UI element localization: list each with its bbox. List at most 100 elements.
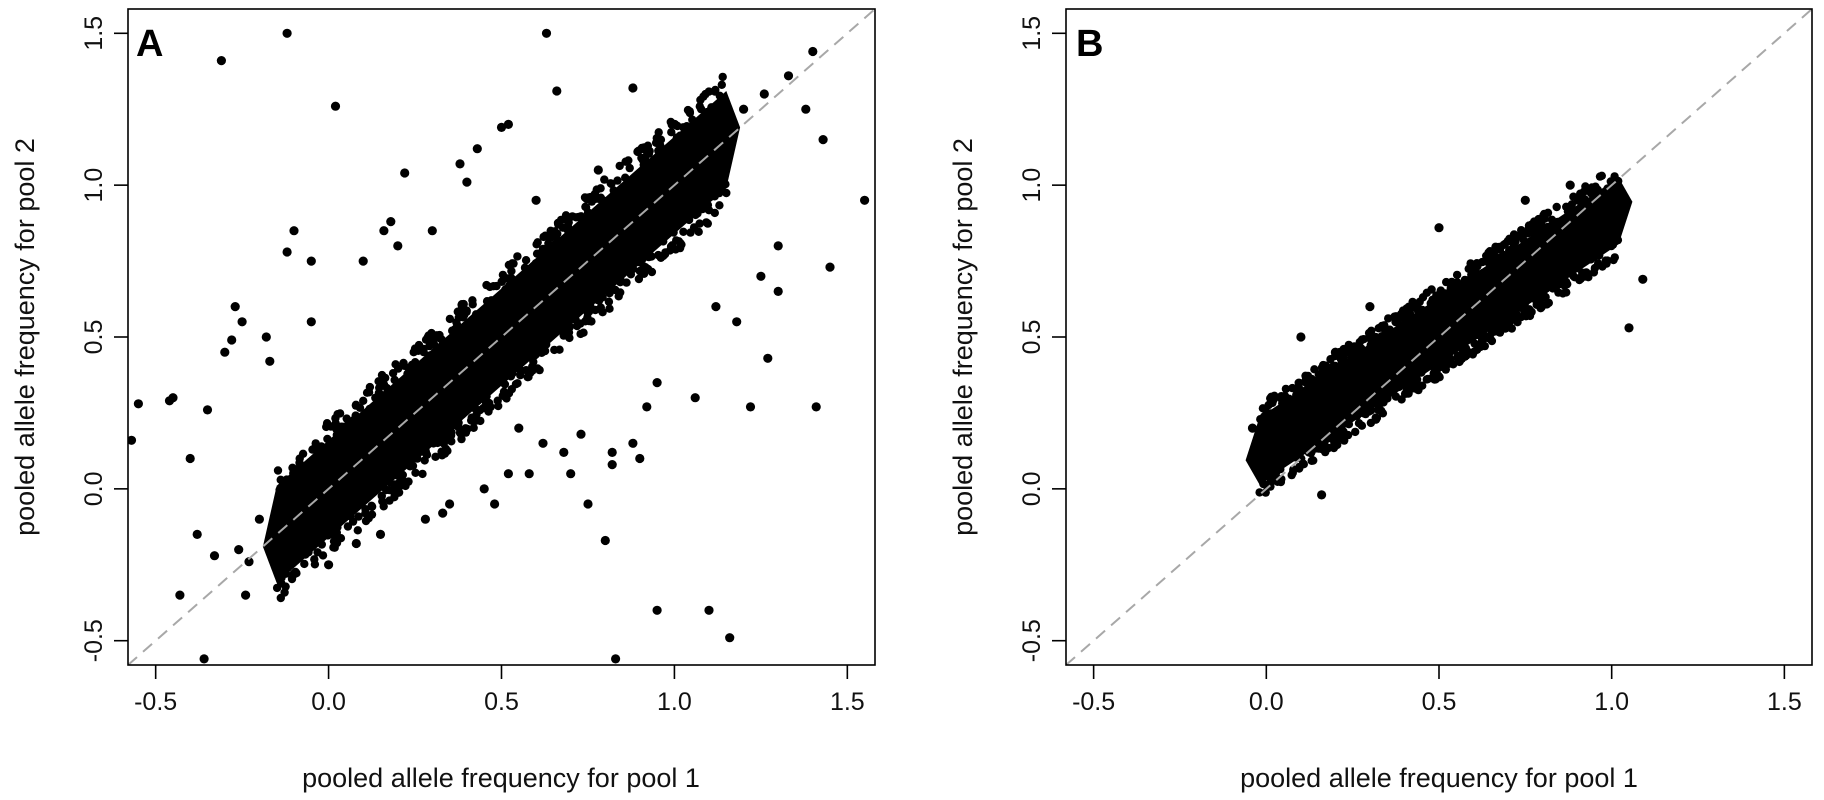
panel-b-band-edge-point xyxy=(1269,468,1278,478)
panel-a-band-edge-point xyxy=(625,163,634,173)
panel-a-scatter-point xyxy=(611,654,621,664)
panel-b-x-tick-label: 1.5 xyxy=(1767,688,1802,716)
panel-a-band-edge-point xyxy=(347,507,356,517)
panel-b-x-tick-label: -0.5 xyxy=(1072,688,1115,716)
panel-b-band-edge-point xyxy=(1532,300,1541,309)
panel-a-scatter-point xyxy=(818,135,828,145)
panel-a-band-edge-point xyxy=(693,204,702,214)
panel-b-band-edge-point xyxy=(1278,399,1287,408)
panel-a-scatter-point xyxy=(455,159,465,169)
panel-a-scatter-point xyxy=(763,353,773,363)
panel-b-y-axis-title: pooled allele frequency for pool 2 xyxy=(948,138,978,536)
panel-a-band-edge-point xyxy=(409,348,418,357)
panel-a-scatter-point xyxy=(628,438,638,448)
panel-a-band-edge-point xyxy=(424,331,433,340)
panel-b-band-edge-point xyxy=(1310,365,1319,374)
panel-a-band-edge-point xyxy=(721,180,730,189)
panel-b-band-edge-point xyxy=(1380,321,1389,330)
panel-a-scatter-point xyxy=(202,405,213,415)
panel-a-band-edge-point xyxy=(437,447,446,456)
panel-a-scatter-point xyxy=(438,508,448,518)
panel-a-band-edge-point xyxy=(555,345,564,354)
panel-a-band-edge-point xyxy=(272,583,282,593)
panel-b-band-edge-point xyxy=(1402,389,1412,398)
panel-a-band-edge-point xyxy=(616,278,625,287)
panel-b-band-edge-point xyxy=(1452,270,1462,280)
panel-a-band-edge-point xyxy=(431,452,440,461)
panel-b-band-edge-point xyxy=(1520,299,1530,308)
panel-b-band-edge-point xyxy=(1357,335,1367,344)
panel-b-band-edge-point xyxy=(1423,305,1432,315)
panel-b-band-edge-point xyxy=(1441,365,1451,374)
panel-a-band-edge-point xyxy=(659,237,668,246)
panel-a-band-edge-point xyxy=(411,358,420,367)
panel-a-band-edge-point xyxy=(507,266,516,276)
panel-b-scatter-point xyxy=(1638,274,1648,284)
panel-a-scatter-point xyxy=(773,286,783,296)
panel-a-band-edge-point xyxy=(621,173,630,182)
panel-a-band-edge-point xyxy=(531,259,540,268)
panel-a-band-edge-point xyxy=(672,236,681,245)
panel-b-band-edge-point xyxy=(1442,277,1451,287)
panel-b-band-edge-point xyxy=(1404,302,1413,311)
panel-a-band-edge-point xyxy=(563,321,572,330)
panel-a-band-edge-point xyxy=(323,434,332,444)
panel-a-scatter-point xyxy=(386,217,396,227)
panel-a-x-tick-label: 1.5 xyxy=(830,688,865,716)
panel-a-band-edge-point xyxy=(634,274,644,284)
panel-a-band-edge-point xyxy=(482,280,491,290)
panel-b-band-edge-point xyxy=(1560,281,1569,290)
panel-b-band-edge-point xyxy=(1347,345,1356,355)
panel-a-scatter-point xyxy=(330,101,341,111)
panel-b-band-edge-point xyxy=(1343,430,1353,440)
panel-a-band-edge-point xyxy=(623,180,632,189)
panel-a-scatter-point xyxy=(759,89,769,99)
panel-a-band-edge-point xyxy=(685,108,695,118)
panel-a-y-axis: -0.5 0.0 0.5 1.0 1.5 xyxy=(80,16,128,662)
panel-b-band-edge-point xyxy=(1281,384,1291,394)
panel-b-band-edge-point xyxy=(1435,359,1445,368)
panel-a-scatter-point xyxy=(811,402,821,412)
panel-a-band-edge-point xyxy=(468,296,477,305)
panel-a-band-fill xyxy=(262,91,741,583)
panel-b-scatter-point xyxy=(1317,490,1327,500)
panel-b-y-tick-label: 1.0 xyxy=(1018,168,1046,203)
panel-a-band-edge-point xyxy=(497,277,506,286)
panel-a-band-edge-point xyxy=(289,468,298,478)
panel-a-band-edge-point xyxy=(710,87,719,96)
panel-a-band-edge-point xyxy=(559,331,568,340)
panel-a-scatter-point xyxy=(427,226,437,236)
panel-a-scatter-point xyxy=(400,168,410,178)
panel-b-band-edge-point xyxy=(1255,488,1264,497)
panel-b-band-edge-point xyxy=(1569,271,1578,281)
panel-a-scatter-point xyxy=(199,654,209,664)
panel-b-band-edge-point xyxy=(1483,258,1493,267)
panel-b-band-edge-point xyxy=(1371,415,1381,424)
panel-b-band-edge-point xyxy=(1553,217,1562,227)
panel-a-scatter-point xyxy=(175,590,185,600)
panel-a-scatter-point xyxy=(282,247,292,257)
panel-b-band-edge-point xyxy=(1525,305,1534,314)
panel-b-band-edge-point xyxy=(1314,444,1323,453)
panel-b-band-edge-point xyxy=(1563,207,1573,216)
panel-a-scatter-point xyxy=(860,195,870,205)
panel-b-band-edge-point xyxy=(1273,477,1282,486)
panel-b-band-edge-point xyxy=(1471,340,1481,349)
panel-a-band-edge-point xyxy=(622,278,631,287)
panel-a-scatter-point xyxy=(379,226,389,236)
panel-a-band-edge-point xyxy=(390,375,399,385)
panel-b-band-edge-point xyxy=(1603,256,1612,265)
panel-b-band-edge-point xyxy=(1448,279,1458,289)
panel-a-scatter-point xyxy=(472,144,482,154)
panel-b-band-edge-point xyxy=(1525,311,1535,321)
panel-a-scatter-point xyxy=(531,195,541,205)
panel-a-scatter-point xyxy=(230,302,240,312)
panel-a-band-edge-point xyxy=(471,310,481,319)
panel-b-band-edge-point xyxy=(1539,286,1548,296)
panel-b-band-edge-point xyxy=(1466,259,1475,268)
panel-b-scatter-point xyxy=(1296,332,1306,342)
panel-b-x-axis: -0.5 0.0 0.5 1.0 1.5 xyxy=(1072,665,1802,716)
panel-b-band-edge-point xyxy=(1327,367,1336,377)
panel-a-band-edge-point xyxy=(583,308,592,318)
panel-b-y-tick-label: 1.5 xyxy=(1018,16,1046,51)
